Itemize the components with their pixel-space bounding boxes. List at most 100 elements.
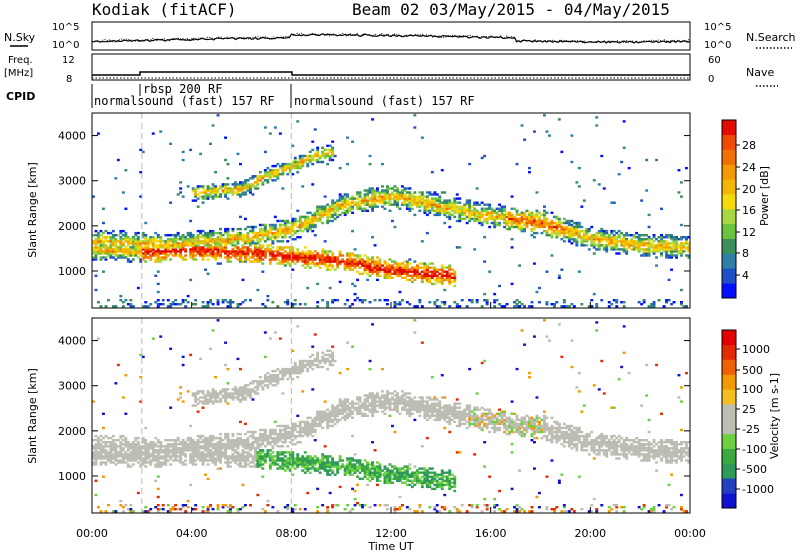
power-cell-2196 (425, 268, 429, 271)
power-cell-624 (209, 193, 212, 196)
power-cell-2187 (423, 201, 427, 204)
power-cell-1560 (328, 286, 332, 290)
power-cell-2769 (553, 225, 556, 229)
power-cell-1474 (316, 152, 320, 156)
power-cell-2737 (545, 270, 549, 273)
power-cell-3258 (680, 242, 683, 245)
power-cell-1776 (361, 264, 364, 267)
power-cell-1107 (271, 171, 275, 174)
power-cell-2754 (550, 254, 554, 257)
power-cell-205 (134, 252, 138, 255)
power-cell-1213 (286, 299, 290, 302)
power-cell-1113 (273, 250, 277, 253)
velocity-cell-957 (254, 455, 257, 458)
power-cell-2640 (520, 221, 524, 225)
power-cell-2877 (577, 166, 581, 170)
power-cell-299 (151, 132, 155, 135)
power-cell-322 (156, 252, 160, 255)
velocity-cell-17 (94, 453, 98, 456)
power-cell-2811 (562, 227, 566, 231)
power-cell-2411 (458, 197, 462, 200)
power-cell-2969 (605, 246, 609, 249)
power-cell-1058 (266, 236, 270, 239)
power-cell-1516 (323, 264, 327, 267)
velocity-cell-555 (201, 455, 205, 458)
power-cell-2201 (425, 209, 429, 212)
velocity-cell-928 (249, 430, 252, 434)
velocity-cell-869 (241, 441, 245, 444)
power-cell-2474 (475, 187, 479, 190)
velocity-cell-607 (206, 392, 210, 395)
power-cell-510 (194, 240, 198, 243)
velocity-cell-489 (191, 455, 195, 458)
power-cell-2530 (493, 305, 497, 308)
power-cell-3281 (687, 250, 691, 253)
power-cell-147 (121, 250, 125, 253)
velocity-cell-1204 (283, 428, 287, 432)
velocity-cell-1046 (263, 378, 267, 381)
power-cell-1522 (323, 250, 327, 253)
power-cell-2343 (448, 282, 452, 286)
velocity-cell-951 (251, 382, 255, 385)
power-cell-1934 (383, 189, 387, 192)
velocity-cell-1162 (278, 428, 282, 432)
power-cell-1933 (383, 191, 387, 194)
power-cell-2900 (585, 231, 589, 235)
velocity-cell-148 (121, 453, 125, 456)
velocity-cell-1646 (338, 402, 342, 405)
velocity-cell-1329 (298, 420, 302, 424)
power-cell-1063 (266, 179, 270, 182)
power-cell-569 (204, 305, 207, 308)
power-cell-112 (114, 248, 118, 251)
power-cell-2620 (515, 219, 519, 223)
power-cell-1216 (286, 258, 290, 261)
power-cell-2830 (567, 227, 571, 231)
power-cell-1737 (353, 254, 357, 257)
power-cell-329 (156, 234, 160, 237)
power-cell-483 (189, 148, 193, 152)
velocity-cell-873 (241, 394, 245, 397)
power-cell-2045 (401, 189, 404, 192)
velocity-cell-341 (159, 441, 163, 444)
power-cell-890 (244, 234, 247, 237)
power-cell-2456 (473, 217, 477, 221)
power-cell-2641 (520, 219, 524, 223)
power-cell-2654 (523, 213, 526, 217)
power-cell-838 (239, 258, 242, 261)
velocity-cell-28 (97, 453, 100, 456)
power-cell-1435 (311, 154, 315, 158)
velocity-cell-1506 (321, 418, 325, 422)
power-cell-2697 (535, 290, 539, 294)
power-cell-1903 (378, 195, 382, 198)
velocity-cell-158 (124, 455, 128, 458)
power-cell-1699 (348, 262, 352, 265)
power-cell-207 (134, 248, 138, 251)
power-cell-1112 (273, 254, 277, 257)
power-cell-1827 (368, 205, 372, 208)
velocity-cell-1494 (318, 359, 322, 363)
nsky-panel (91, 21, 691, 51)
power-cell-2986 (610, 246, 614, 249)
power-cell-2569 (503, 225, 506, 229)
velocity-cell-726 (224, 449, 227, 452)
power-cell-1793 (363, 209, 367, 212)
velocity-cell-302 (154, 465, 158, 468)
power-cell-1649 (338, 166, 342, 170)
power-cell-857 (239, 162, 242, 166)
velocity-cell-202 (131, 443, 135, 446)
power-cell-2076 (405, 197, 409, 200)
velocity-cell-1104 (271, 384, 275, 387)
power-cell-1054 (266, 248, 270, 251)
power-cell-458 (184, 238, 188, 241)
velocity-cell-854 (239, 390, 242, 393)
power-cell-507 (194, 246, 198, 249)
velocity-cell-966 (254, 392, 257, 395)
power-cell-453 (184, 250, 188, 253)
velocity-cell-1623 (336, 467, 340, 470)
power-cell-2090 (408, 203, 412, 206)
power-cell-1632 (336, 203, 340, 206)
power-cell-273 (146, 248, 150, 251)
power-cell-2290 (438, 199, 442, 202)
velocity-cell-234 (139, 449, 143, 452)
power-cell-1774 (361, 299, 364, 302)
